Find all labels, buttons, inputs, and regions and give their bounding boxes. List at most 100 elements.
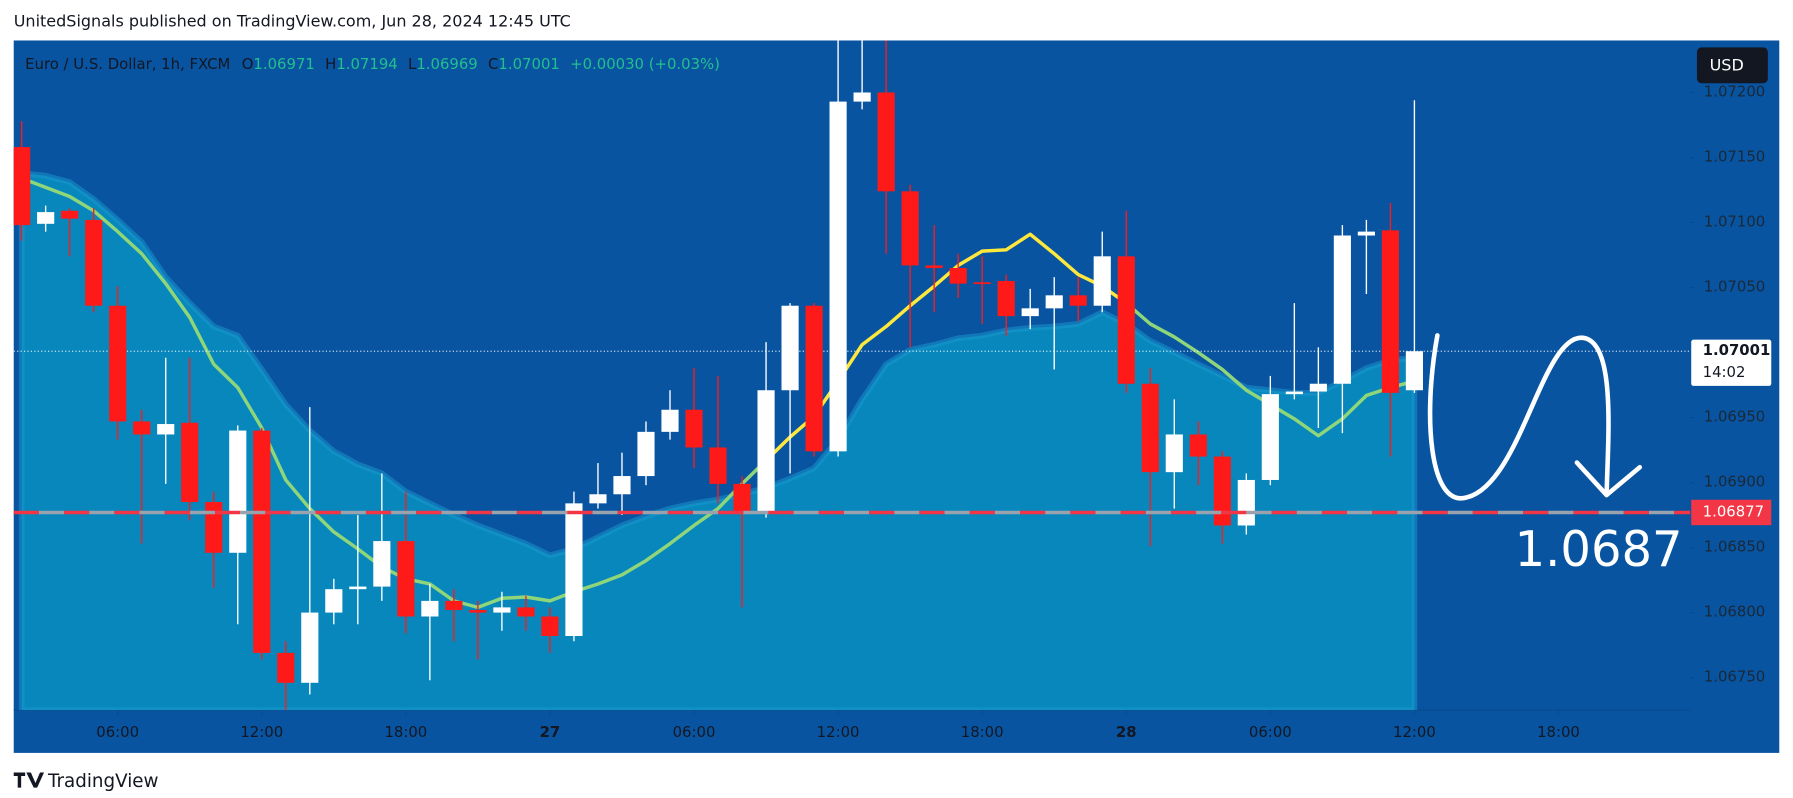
ohlc-value: 1.07194 — [336, 55, 397, 73]
candle-body — [613, 476, 631, 495]
candle-body — [805, 305, 823, 452]
currency-button[interactable] — [1696, 47, 1768, 84]
candle-body — [973, 282, 991, 285]
candle-body — [1021, 308, 1039, 317]
x-tick-label: 18:00 — [961, 723, 1004, 741]
candle-body — [277, 652, 295, 683]
x-tick-label: 28 — [1116, 723, 1137, 741]
y-tick-label: 1.06850 — [1704, 538, 1765, 556]
annotation-arrow — [1574, 460, 1643, 498]
x-tick-label: 06:00 — [673, 723, 716, 741]
candle-body — [517, 607, 535, 617]
candle-body — [109, 305, 127, 422]
candle-body — [373, 541, 391, 587]
candle-body — [421, 600, 439, 617]
ohlc-label: C — [488, 55, 498, 73]
level-label-box — [1691, 499, 1772, 526]
level-label: 1.06877 — [1703, 502, 1764, 520]
candle-body — [877, 92, 895, 192]
candle-body — [709, 447, 727, 484]
y-tick-label: 1.07150 — [1704, 147, 1765, 165]
candle-body — [829, 101, 847, 452]
candle-body — [589, 494, 607, 504]
candle-body — [1045, 295, 1063, 309]
currency-label: USD — [1710, 55, 1744, 74]
candle-body — [181, 422, 199, 503]
countdown-label: 14:02 — [1703, 363, 1746, 381]
x-tick-label: 12:00 — [817, 723, 860, 741]
annotation-text: 1.0687 — [1515, 522, 1683, 578]
ohlc-label: L — [408, 55, 417, 73]
candle-body — [1405, 351, 1423, 391]
y-tick-label: 1.06800 — [1704, 603, 1765, 621]
candle-body — [229, 430, 247, 553]
candle-body — [445, 600, 463, 610]
brand-name: TradingView — [47, 771, 158, 792]
chart-header: Euro / U.S. Dollar, 1h, FXCM O1.06971 H1.0… — [25, 55, 720, 73]
plot-area — [13, 40, 1691, 711]
candle-body — [541, 616, 559, 636]
candle-body — [1141, 383, 1159, 473]
current-price-label: 1.07001 — [1703, 341, 1771, 359]
candle-body — [397, 541, 415, 617]
candle-body — [949, 268, 967, 284]
candle-body — [157, 424, 175, 435]
attribution: UnitedSignals published on TradingView.c… — [14, 11, 571, 30]
x-tick-label: 12:00 — [240, 723, 283, 741]
candle-body — [1261, 394, 1279, 480]
candle-body — [253, 430, 271, 653]
annotation-curve — [1427, 333, 1611, 501]
candle-body — [349, 586, 367, 590]
ohlc-label: H — [325, 55, 336, 73]
x-tick-label: 06:00 — [96, 723, 139, 741]
candle-body — [661, 409, 679, 432]
candle-body — [1165, 434, 1183, 473]
candle-body — [901, 191, 919, 266]
ohlc-value: 1.07001 — [498, 55, 559, 73]
candle-body — [1237, 479, 1255, 526]
candle-body — [1285, 391, 1303, 395]
y-tick-label: 1.06950 — [1704, 407, 1765, 425]
x-tick-label: 18:00 — [1537, 723, 1580, 741]
candle-body — [205, 502, 223, 553]
candle-body — [1093, 256, 1111, 306]
candle-body — [925, 265, 943, 269]
candle-body — [853, 92, 871, 102]
candle-body — [1117, 256, 1135, 384]
ohlc-label: O — [242, 55, 254, 73]
x-tick-label: 06:00 — [1249, 723, 1292, 741]
y-tick-label: 1.06750 — [1704, 668, 1765, 686]
candle-body — [1357, 231, 1375, 236]
ohlc-value: 1.06969 — [416, 55, 477, 73]
candle-body — [469, 609, 487, 613]
candle-body — [1189, 434, 1207, 457]
candle-body — [997, 281, 1015, 317]
candle-body — [85, 219, 103, 306]
candle-body — [1309, 383, 1327, 392]
candle-body — [685, 409, 703, 448]
symbol-title: Euro / U.S. Dollar, 1h, FXCM — [25, 55, 230, 73]
ohlc-value: 1.06971 — [253, 55, 314, 73]
candle-body — [493, 607, 511, 613]
candle-body — [301, 612, 319, 683]
candle-body — [37, 212, 55, 224]
candle-body — [1333, 235, 1351, 384]
brand-logo — [13, 772, 45, 788]
current-price-box — [1691, 339, 1772, 386]
candle-body — [13, 147, 31, 226]
change-value: +0.00030 (+0.03%) — [570, 55, 720, 73]
y-tick-label: 1.07200 — [1704, 82, 1765, 100]
y-tick-label: 1.07100 — [1704, 212, 1765, 230]
x-tick-label: 18:00 — [384, 723, 427, 741]
candle-body — [1213, 456, 1231, 526]
candle-body — [781, 305, 799, 391]
candle-body — [565, 503, 583, 636]
candle-body — [133, 421, 151, 435]
y-tick-label: 1.07050 — [1704, 277, 1765, 295]
candle-body — [757, 390, 775, 512]
candle-body — [61, 210, 79, 219]
x-tick-label: 27 — [540, 723, 561, 741]
candle-body — [1069, 295, 1087, 306]
candle-body — [325, 589, 343, 613]
